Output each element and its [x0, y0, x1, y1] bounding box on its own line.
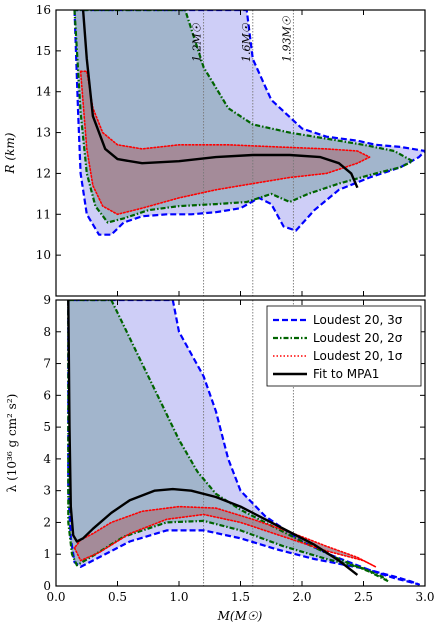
bottom-x-ticks: 0.0 0.5 1.0 1.5 2.0 2.5 3.0 [46, 300, 435, 604]
top-panel: 10 11 12 13 14 15 16 1.2M☉ 1.6M☉ 1.93M☉ R (km) [3, 3, 426, 297]
y-tick-label: 0 [43, 579, 51, 593]
y-tick-label: 2 [43, 515, 51, 529]
y-tick-label: 8 [43, 325, 51, 339]
line-fit-to-mpa1-top [81, 10, 359, 189]
y-tick-label: 3 [43, 484, 51, 498]
line-loudest-20-1-top [79, 70, 371, 216]
legend-label-loudest-20-3: Loudest 20, 3σ [313, 313, 403, 327]
x-tick-label: 0.5 [108, 590, 127, 604]
x-tick-label: 1.5 [231, 590, 250, 604]
y-tick-label: 9 [43, 293, 51, 307]
y-tick-label: 5 [43, 420, 51, 434]
y-tick-label: 1 [43, 547, 51, 561]
y-tick-label: 6 [43, 388, 51, 402]
line-loudest-20-2-top [73, 10, 414, 224]
top-y-ticks: 10 11 12 13 14 15 16 [36, 3, 425, 262]
mass-marker-labels: 1.2M☉ 1.6M☉ 1.93M☉ [191, 15, 294, 62]
line-fit-to-mpa1-bot [67, 300, 359, 576]
region-loudest-20-1-top [80, 71, 370, 215]
top-y-axis-label: R (km) [3, 132, 17, 174]
region-loudest-20-1-bot [74, 506, 376, 567]
bottom-y-ticks: 0 1 2 3 4 5 6 7 8 9 [43, 293, 425, 593]
x-tick-label: 2.0 [292, 590, 311, 604]
bottom-lines [67, 300, 420, 586]
legend-label-loudest-20-2: Loudest 20, 2σ [313, 331, 403, 345]
line-loudest-20-3-top [73, 10, 425, 236]
y-tick-label: 16 [36, 3, 51, 17]
mass-marker-label: 1.2M☉ [191, 22, 204, 62]
bottom-panel: 0 1 2 3 4 5 6 7 8 9 0.0 0.5 1.0 1.5 2.0 2.5 3.0 λ (10³⁶… [5, 293, 435, 623]
y-tick-label: 11 [36, 207, 51, 221]
mass-marker-label: 1.6M☉ [240, 22, 253, 62]
y-tick-label: 7 [43, 357, 51, 371]
x-tick-label: 0.0 [46, 590, 65, 604]
line-loudest-20-1-bot [73, 505, 377, 568]
bottom-y-axis-label: λ (10³⁶ g cm² s²) [5, 394, 19, 493]
mass-marker-lines [203, 10, 294, 296]
y-tick-label: 14 [36, 85, 52, 99]
y-tick-label: 12 [36, 166, 51, 180]
x-tick-label: 2.5 [354, 590, 373, 604]
bottom-areas [68, 300, 419, 585]
top-lines [73, 10, 425, 236]
y-tick-label: 4 [43, 452, 51, 466]
mass-marker-lines-bottom [203, 300, 294, 586]
y-tick-label: 15 [36, 44, 51, 58]
top-x-ticks [55, 10, 426, 296]
mass-marker-label: 1.93M☉ [280, 15, 293, 62]
x-axis-label: M(M☉) [217, 609, 263, 623]
x-tick-label: 3.0 [415, 590, 434, 604]
x-tick-label: 1.0 [169, 590, 188, 604]
y-tick-label: 10 [36, 248, 51, 262]
legend-label-loudest-20-1: Loudest 20, 1σ [313, 349, 403, 363]
legend: Loudest 20, 3σ Loudest 20, 2σ Loudest 20, … [266, 305, 422, 387]
line-loudest-20-3-bot [67, 300, 420, 586]
legend-label-fit-to-mpa1: Fit to MPA1 [313, 367, 379, 381]
legend-items: Loudest 20, 3σ Loudest 20, 2σ Loudest 20, … [273, 313, 403, 381]
y-tick-label: 13 [36, 126, 51, 140]
